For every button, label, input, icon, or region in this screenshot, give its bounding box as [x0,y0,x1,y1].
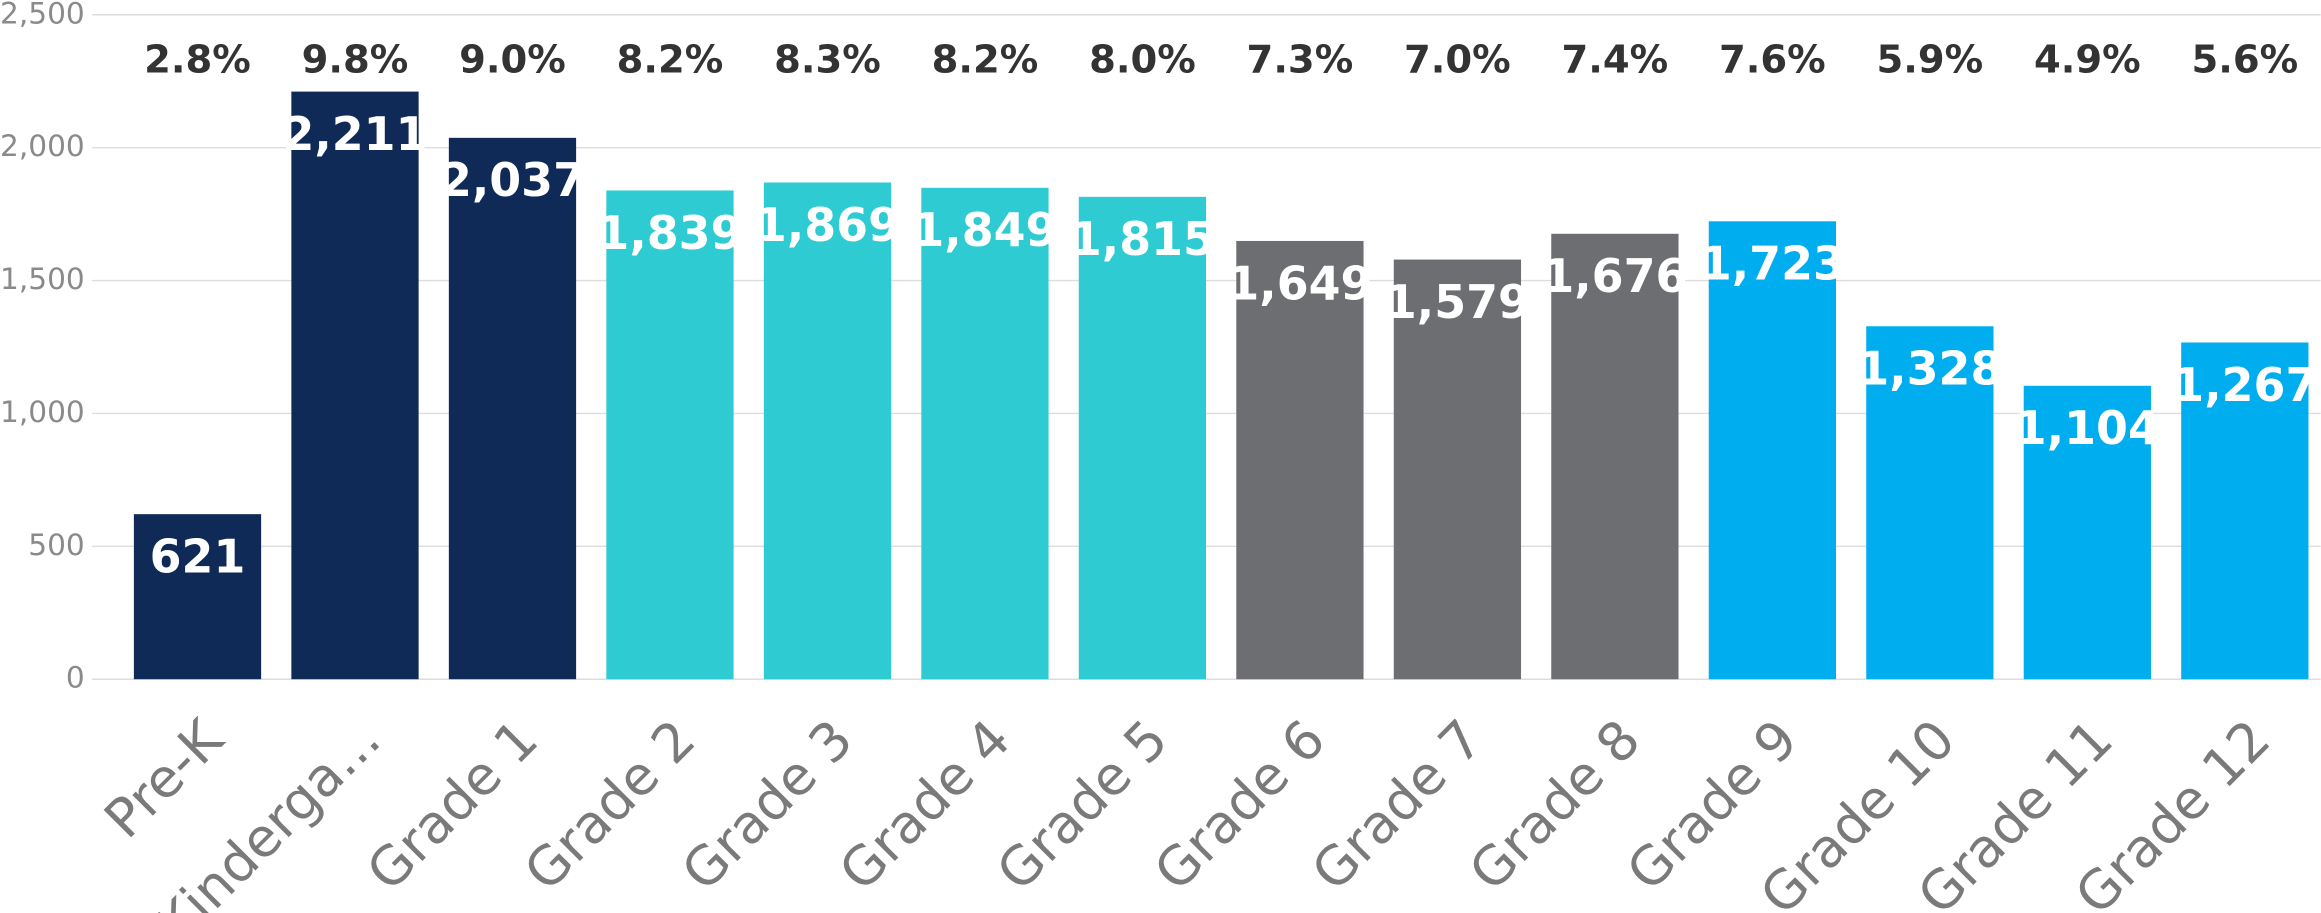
value-label: 1,676 [1542,249,1687,303]
y-tick-label: 1,500 [0,262,85,296]
bar [1866,326,1994,680]
value-label: 1,839 [597,206,742,260]
value-label: 1,723 [1700,237,1845,291]
value-label: 1,849 [912,203,1057,257]
value-label: 1,649 [1227,256,1372,310]
bar [1236,240,1364,680]
percent-label: 8.2% [932,38,1039,83]
value-label: 2,037 [440,153,585,207]
bar [921,187,1049,680]
bar [1551,233,1679,680]
percent-label: 7.3% [1247,38,1354,83]
x-tick-label: Grade 5 [985,708,1180,903]
bar [763,182,892,680]
x-tick-label: Grade 7 [1300,708,1495,903]
percent-label: 5.6% [2191,38,2298,83]
bar [1393,259,1522,680]
y-tick-label: 1,000 [0,395,85,429]
percent-label: 4.9% [2034,38,2141,83]
value-label: 1,267 [2172,358,2317,412]
bar [448,137,577,680]
percent-label: 7.0% [1404,38,1511,83]
bar [2023,385,2151,680]
bar [1708,221,1837,680]
value-label: 1,104 [2015,401,2160,455]
x-tick-label: Grade 1 [355,708,550,903]
percent-label: 7.6% [1719,38,1826,83]
y-tick-label: 0 [66,661,85,695]
bar [133,514,262,680]
percent-label: 7.4% [1562,38,1669,83]
bar [606,190,734,680]
percent-label: 2.8% [144,38,251,83]
x-tick-label: Grade 4 [828,708,1023,903]
percent-label: 8.2% [617,38,724,83]
value-label: 1,815 [1070,212,1215,266]
bar [1078,196,1207,680]
bar [291,91,419,680]
x-tick-label: Grade 2 [513,708,708,903]
x-tick-label: Grade 8 [1458,708,1653,903]
value-label: 1,328 [1857,342,2002,396]
value-label: 2,211 [282,107,427,161]
percent-label: 5.9% [1877,38,1984,83]
x-tick-label: Grade 3 [670,708,865,903]
value-label: 1,869 [755,198,900,252]
bar [2181,342,2309,680]
value-label: 1,579 [1385,275,1530,329]
percent-label: 8.0% [1089,38,1196,83]
value-label: 621 [150,530,246,584]
y-tick-label: 500 [28,528,84,562]
percent-label: 9.0% [459,38,566,83]
x-tick-label: Grade 6 [1143,708,1338,903]
y-tick-label: 2,500 [0,0,85,30]
percent-label: 9.8% [302,38,409,83]
y-tick-label: 2,000 [0,129,85,163]
percent-label: 8.3% [774,38,881,83]
x-tick-label: Pre-K [93,707,236,850]
